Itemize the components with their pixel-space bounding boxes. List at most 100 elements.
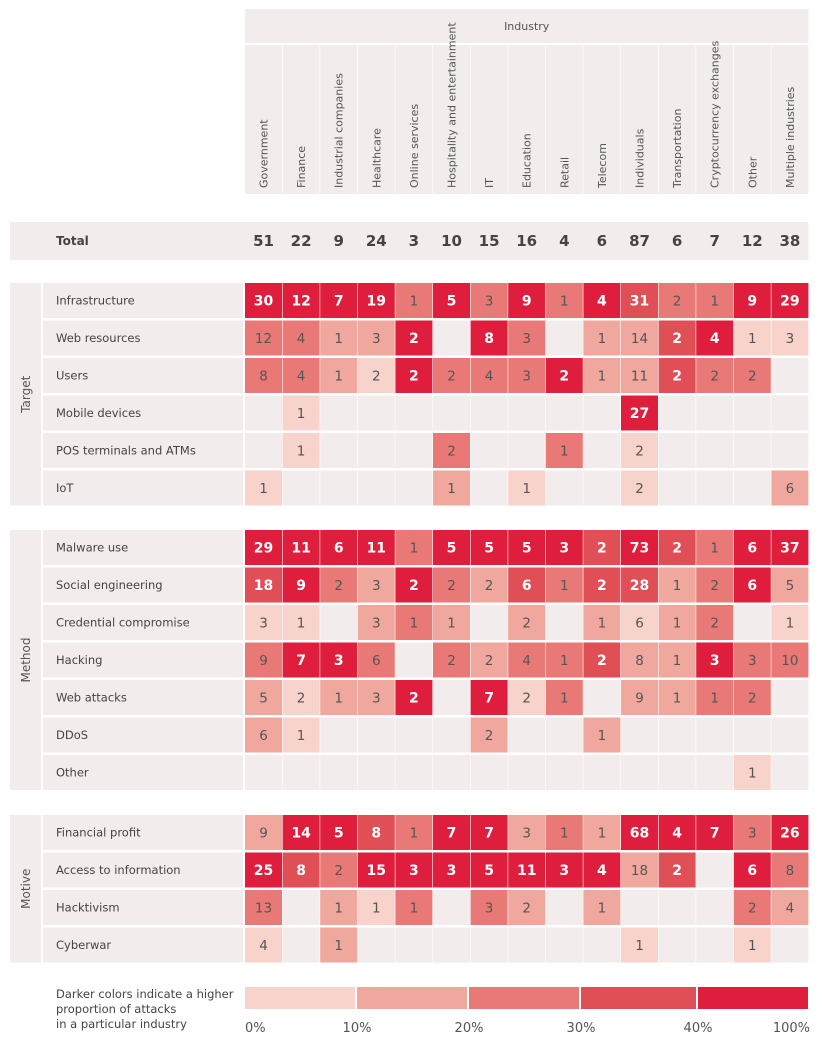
- row-label: Other: [56, 766, 89, 780]
- heatmap-cell: [282, 470, 320, 506]
- heatmap-cell: [696, 890, 734, 925]
- heatmap-cell: [658, 567, 696, 603]
- heatmap-cell: [733, 755, 771, 790]
- cell-value: 2: [710, 578, 719, 594]
- column-header-cell: [771, 45, 809, 194]
- cell-value: 8: [484, 331, 494, 347]
- cell-value: 4: [522, 653, 531, 669]
- heatmap-cell: [357, 815, 395, 850]
- cell-value: 1: [786, 616, 795, 632]
- total-value: 22: [291, 232, 312, 250]
- heatmap-cell: [508, 890, 546, 925]
- cell-value: 28: [630, 578, 649, 594]
- heatmap-cell: [696, 567, 734, 603]
- heatmap-cell: [508, 852, 546, 888]
- legend-caption-line: in a particular industry: [56, 1017, 187, 1031]
- cell-value: 6: [372, 653, 381, 669]
- heatmap-cell: [320, 852, 358, 888]
- heatmap-cell: [508, 642, 546, 678]
- heatmap-cell: [395, 815, 433, 850]
- cell-value: 2: [409, 369, 419, 385]
- legend-swatch: [698, 987, 808, 1009]
- column-label: Other: [746, 156, 759, 188]
- total-row-band: [10, 222, 809, 260]
- cell-value: 1: [560, 294, 569, 310]
- heatmap-cell: [771, 642, 809, 678]
- column-header-cell: [696, 45, 734, 194]
- column-header-cell: [621, 45, 658, 194]
- legend-swatch: [245, 987, 355, 1009]
- heatmap-cell: [282, 927, 320, 963]
- row-label-cell: [43, 815, 243, 850]
- heatmap-cell: [433, 680, 470, 715]
- cell-value: 6: [747, 578, 757, 594]
- cell-value: 13: [255, 901, 272, 917]
- cell-value: 3: [485, 294, 494, 310]
- cell-value: 1: [297, 444, 306, 460]
- heatmap-cell: [771, 283, 809, 318]
- cell-value: 2: [672, 331, 682, 347]
- cell-value: 2: [447, 444, 456, 460]
- heatmap-cell: [320, 567, 358, 603]
- column-label: Individuals: [634, 128, 647, 188]
- cell-value: 14: [291, 826, 311, 842]
- cell-value: 9: [522, 294, 532, 310]
- cell-value: 1: [598, 616, 607, 632]
- cell-value: 1: [748, 331, 757, 347]
- cell-value: 29: [780, 294, 799, 310]
- column-header-cell: [433, 45, 470, 194]
- cell-value: 3: [372, 691, 381, 707]
- heatmap-cell: [433, 852, 470, 888]
- heatmap-cell: [282, 283, 320, 318]
- cell-value: 1: [447, 616, 456, 632]
- cell-value: 7: [710, 826, 720, 842]
- heatmap-cell: [545, 642, 583, 678]
- heatmap-cell: [583, 605, 621, 640]
- heatmap-cell: [357, 680, 395, 715]
- cell-value: 6: [747, 863, 757, 879]
- cell-value: 1: [259, 481, 268, 497]
- heatmap-cell: [508, 470, 546, 506]
- column-label: Retail: [558, 157, 571, 188]
- row-label-cell: [43, 283, 243, 318]
- cell-value: 1: [748, 766, 757, 782]
- heatmap-cell: [771, 605, 809, 640]
- column-header-cell: [282, 45, 320, 194]
- cell-value: 2: [635, 481, 644, 497]
- total-value: 3: [409, 232, 419, 250]
- cell-value: 7: [484, 691, 494, 707]
- heatmap-cell: [621, 358, 658, 393]
- cell-value: 3: [334, 653, 344, 669]
- heatmap-cell: [621, 470, 658, 506]
- heatmap-cell: [771, 755, 809, 790]
- heatmap-cell: [621, 605, 658, 640]
- heatmap-cell: [771, 680, 809, 715]
- heatmap-cell: [771, 470, 809, 506]
- row-label-cell: [43, 470, 243, 506]
- heatmap-cell: [545, 433, 583, 468]
- legend-tick-label: 30%: [567, 1021, 596, 1036]
- heatmap-cell: [771, 852, 809, 888]
- heatmap-cell: [696, 470, 734, 506]
- cell-value: 2: [635, 444, 644, 460]
- row-label-cell: [43, 642, 243, 678]
- heatmap-cell: [658, 395, 696, 431]
- column-header-cell: [733, 45, 771, 194]
- group-label: Target: [19, 375, 33, 413]
- heatmap-cell: [545, 530, 583, 565]
- cell-value: 2: [710, 616, 719, 632]
- heatmap-cell: [245, 283, 282, 318]
- column-header-cell: [583, 45, 621, 194]
- heatmap-cell: [696, 433, 734, 468]
- heatmap-cell: [245, 605, 282, 640]
- heatmap-cell: [470, 567, 508, 603]
- heatmap-cell: [320, 358, 358, 393]
- cell-value: 11: [631, 369, 648, 385]
- heatmap-cell: [508, 717, 546, 753]
- cell-value: 37: [780, 541, 799, 557]
- cell-value: 6: [635, 616, 644, 632]
- heatmap-cell: [733, 283, 771, 318]
- heatmap-cell: [696, 605, 734, 640]
- heatmap-cell: [470, 755, 508, 790]
- heatmap-cell: [282, 358, 320, 393]
